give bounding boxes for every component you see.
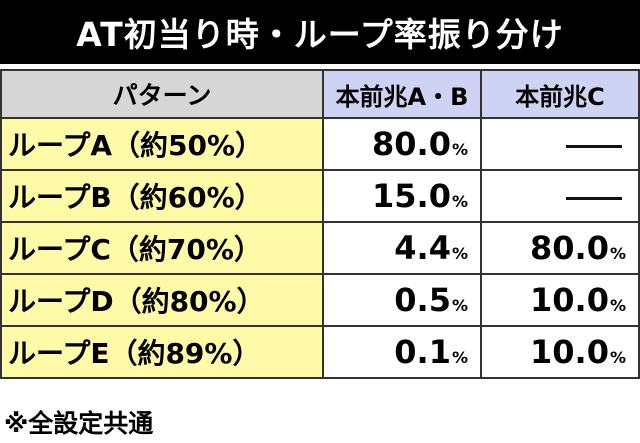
pattern-name: ループE（約89%） [0, 325, 324, 379]
value-unit: % [609, 244, 626, 263]
table-row: ループA（約50%） 80.0% [0, 117, 640, 171]
value-number: 0.1 [394, 333, 451, 371]
value-precursor-ab: 15.0% [322, 169, 482, 223]
value-number: 0.5 [394, 281, 451, 319]
header-precursor-ab: 本前兆A・B [322, 69, 482, 119]
value-unit: % [451, 192, 468, 211]
dash-line [566, 144, 622, 148]
table-row: ループE（約89%） 0.1% 10.0% [0, 325, 640, 379]
value-unit: % [451, 140, 468, 159]
value-precursor-c: 10.0% [480, 273, 640, 327]
table-header-row: パターン 本前兆A・B 本前兆C [0, 69, 640, 119]
header-precursor-c: 本前兆C [480, 69, 640, 119]
value-precursor-ab: 4.4% [322, 221, 482, 275]
value-unit: % [451, 296, 468, 315]
value-number: 80.0 [372, 125, 451, 163]
value-precursor-c: 80.0% [480, 221, 640, 275]
value-number: 10.0 [530, 333, 609, 371]
footnote: ※全設定共通 [4, 409, 154, 438]
value-precursor-ab: 0.5% [322, 273, 482, 327]
value-unit: % [451, 348, 468, 367]
value-number: 4.4 [394, 229, 451, 267]
value-number: 15.0 [372, 177, 451, 215]
value-number: 10.0 [530, 281, 609, 319]
value-unit: % [451, 244, 468, 263]
table-row: ループC（約70%） 4.4% 80.0% [0, 221, 640, 275]
table-row: ループB（約60%） 15.0% [0, 169, 640, 223]
value-precursor-ab: 80.0% [322, 117, 482, 171]
loop-rate-table: パターン 本前兆A・B 本前兆C ループA（約50%） 80.0% ループB（約60… [0, 69, 640, 379]
pattern-name: ループA（約50%） [0, 117, 324, 171]
header-pattern: パターン [0, 69, 324, 119]
value-precursor-ab: 0.1% [322, 325, 482, 379]
table-row: ループD（約80%） 0.5% 10.0% [0, 273, 640, 327]
pattern-name: ループD（約80%） [0, 273, 324, 327]
pattern-name: ループC（約70%） [0, 221, 324, 275]
value-precursor-c [480, 169, 640, 223]
page-title: AT初当り時・ループ率振り分け [0, 0, 640, 64]
pattern-name: ループB（約60%） [0, 169, 324, 223]
value-unit: % [609, 296, 626, 315]
value-unit: % [609, 348, 626, 367]
value-precursor-c [480, 117, 640, 171]
value-number: 80.0 [530, 229, 609, 267]
value-precursor-c: 10.0% [480, 325, 640, 379]
dash-line [566, 196, 622, 200]
